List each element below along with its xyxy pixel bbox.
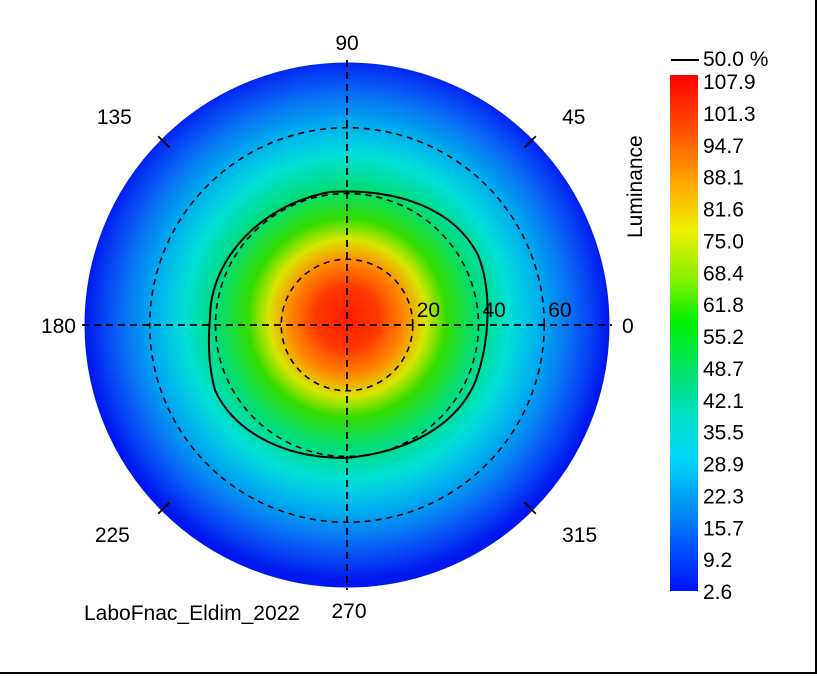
colorbar-tick-label: 61.8 <box>703 294 744 317</box>
azimuth-label-135: 135 <box>97 106 132 129</box>
colorbar-tick-label: 35.5 <box>703 422 744 445</box>
colorbar-tick-label: 42.1 <box>703 390 744 413</box>
frame-edge-bottom <box>0 672 817 674</box>
colorbar: 50.0 % Luminance 107.9 101.3 94.7 88.1 81.6 7… <box>624 48 768 604</box>
colorbar-tick-label: 2.6 <box>703 581 732 604</box>
azimuth-label-45: 45 <box>562 106 585 129</box>
colorbar-tick-label: 15.7 <box>703 517 744 540</box>
colorbar-title: Luminance <box>624 135 647 238</box>
colorbar-tick-label: 81.6 <box>703 199 744 222</box>
colorbar-ticks: 107.9 101.3 94.7 88.1 81.6 75.0 68.4 61.8 55.2 48… <box>703 71 756 604</box>
contour-legend-label: 50.0 % <box>703 48 768 71</box>
azimuth-label-90: 90 <box>335 32 358 55</box>
colorbar-tick-label: 94.7 <box>703 135 744 158</box>
azimuth-tick-225 <box>157 501 171 515</box>
colorbar-tick-label: 107.9 <box>703 71 756 94</box>
azimuth-label-270: 270 <box>331 600 366 623</box>
colorbar-tick-label: 88.1 <box>703 167 744 190</box>
colorbar-tick-label: 9.2 <box>703 549 732 572</box>
colorbar-tick-label: 68.4 <box>703 262 744 285</box>
colorbar-tick-label: 28.9 <box>703 454 744 477</box>
colorbar-gradient <box>670 75 698 591</box>
radial-label-20: 20 <box>417 299 440 322</box>
azimuth-label-0: 0 <box>622 315 634 338</box>
colorbar-tick-label: 55.2 <box>703 326 744 349</box>
azimuth-label-180: 180 <box>41 315 76 338</box>
azimuth-tick-135 <box>157 135 171 149</box>
polar-grid <box>82 60 612 590</box>
colorbar-tick-label: 48.7 <box>703 358 744 381</box>
contour-50-percent <box>207 190 489 460</box>
radial-label-60: 60 <box>548 299 571 322</box>
azimuth-tick-315 <box>523 501 537 515</box>
colorbar-tick-label: 101.3 <box>703 103 756 126</box>
radial-label-40: 40 <box>483 299 506 322</box>
frame-edge-right <box>815 0 817 674</box>
azimuth-label-315: 315 <box>562 524 597 547</box>
azimuth-label-225: 225 <box>95 524 130 547</box>
polar-labels: 0 45 90 135 180 225 270 315 20 40 60 <box>41 32 634 623</box>
azimuth-tick-45 <box>523 135 537 149</box>
colorbar-tick-label: 75.0 <box>703 230 744 253</box>
colorbar-tick-label: 22.3 <box>703 485 744 508</box>
footer-label: LaboFnac_Eldim_2022 <box>84 602 300 625</box>
